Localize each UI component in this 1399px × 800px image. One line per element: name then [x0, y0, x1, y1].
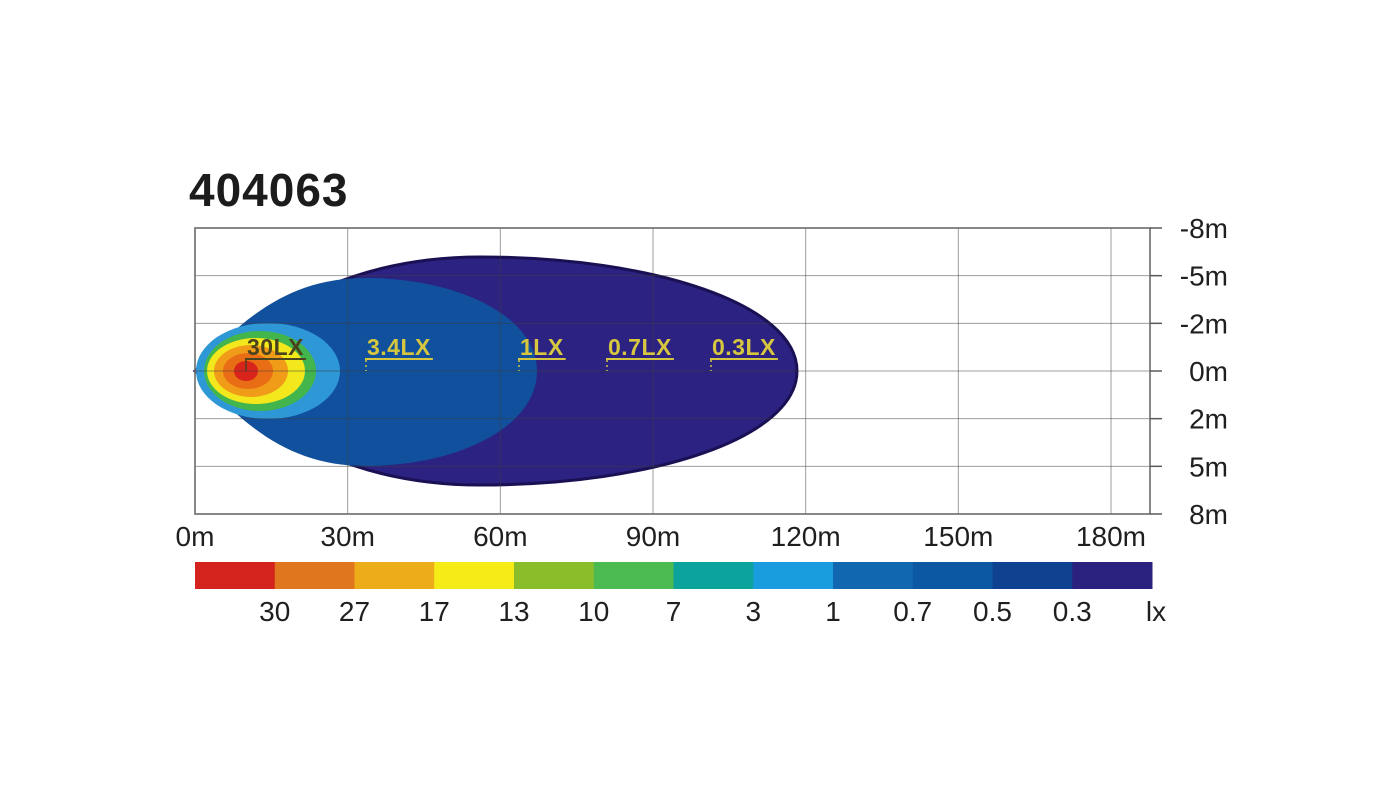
- legend-value-label: 0.5: [973, 596, 1012, 627]
- y-tick-label: 5m: [1189, 451, 1228, 482]
- legend-swatch: [992, 562, 1073, 589]
- x-tick-label: 120m: [771, 521, 841, 552]
- x-tick-label: 180m: [1076, 521, 1146, 552]
- x-tick-label: 60m: [473, 521, 527, 552]
- legend-swatch: [1072, 562, 1153, 589]
- legend-swatch: [274, 562, 355, 589]
- x-tick-label: 150m: [923, 521, 993, 552]
- x-tick-label: 0m: [176, 521, 215, 552]
- legend-value-label: 0.3: [1053, 596, 1092, 627]
- legend-value-label: 30: [259, 596, 290, 627]
- legend-swatch: [673, 562, 754, 589]
- legend-value-label: 3: [745, 596, 761, 627]
- y-tick-label: -5m: [1180, 261, 1228, 292]
- contour-label: 0.3LX: [712, 334, 776, 360]
- grid-lines: [195, 228, 1150, 514]
- legend-value-label: 27: [339, 596, 370, 627]
- legend-value-label: 17: [419, 596, 450, 627]
- legend-unit-label: lx: [1146, 596, 1166, 627]
- legend-swatch: [912, 562, 993, 589]
- legend-value-label: 1: [825, 596, 841, 627]
- x-tick-label: 90m: [626, 521, 680, 552]
- y-tick-label: -8m: [1180, 213, 1228, 244]
- legend-value-label: 0.7: [893, 596, 932, 627]
- legend-swatch: [833, 562, 914, 589]
- legend-value-label: 13: [498, 596, 529, 627]
- legend-swatch: [195, 562, 276, 589]
- y-tick-label: 8m: [1189, 499, 1228, 530]
- legend-swatch: [753, 562, 834, 589]
- contour-label: 1LX: [520, 334, 564, 360]
- contour-label: 3.4LX: [367, 334, 431, 360]
- legend-value-label: 7: [666, 596, 682, 627]
- y-tick-label: 0m: [1189, 356, 1228, 387]
- contour-label: 0.7LX: [608, 334, 672, 360]
- legend-swatch: [593, 562, 674, 589]
- x-tick-label: 30m: [320, 521, 374, 552]
- chart-title: 404063: [189, 164, 349, 216]
- contour-label: 30LX: [247, 334, 304, 360]
- y-tick-label: -2m: [1180, 308, 1228, 339]
- y-tick-label: 2m: [1189, 404, 1228, 435]
- legend-swatch: [434, 562, 515, 589]
- legend-value-label: 10: [578, 596, 609, 627]
- legend-swatch: [354, 562, 435, 589]
- legend-swatch: [514, 562, 595, 589]
